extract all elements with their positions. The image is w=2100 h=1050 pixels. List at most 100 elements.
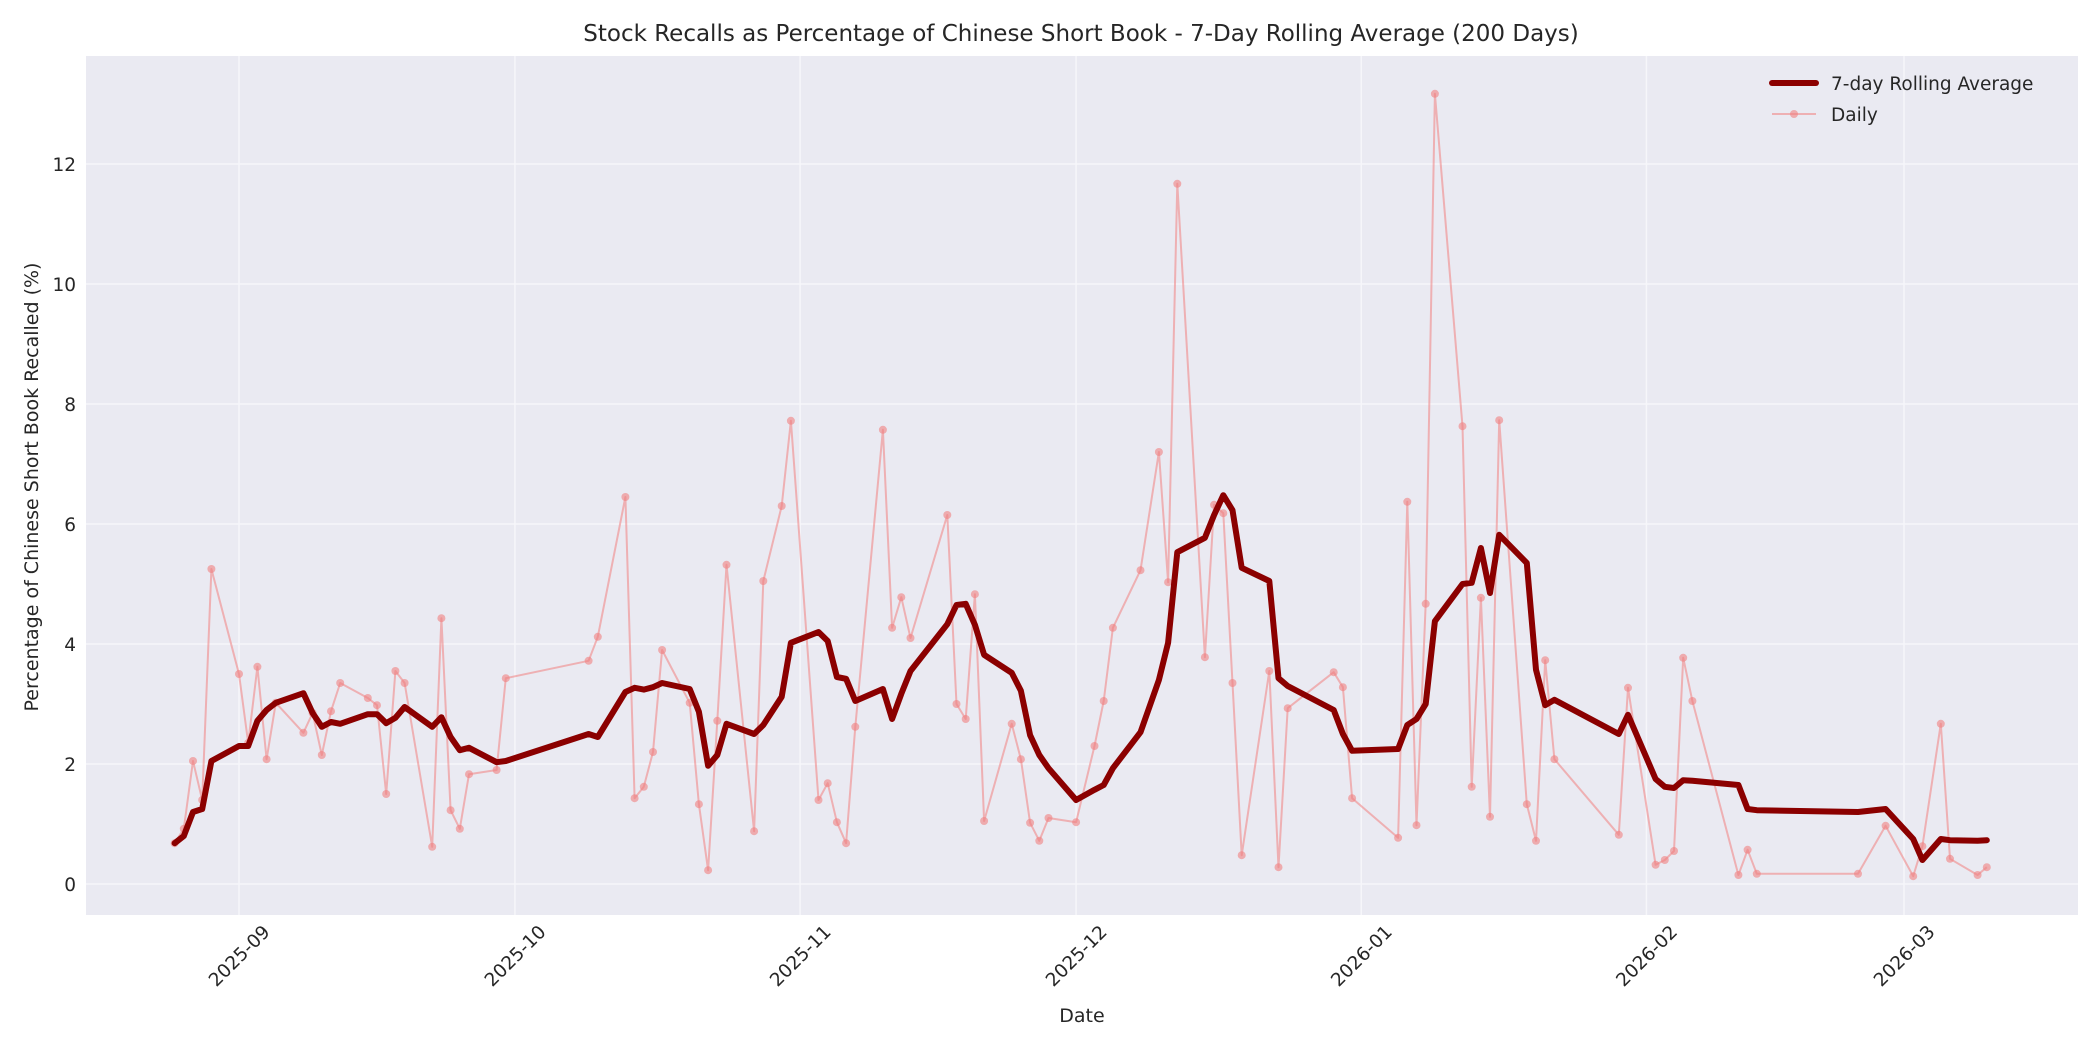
- daily-point: [1624, 683, 1632, 692]
- daily-point: [639, 782, 648, 791]
- x-tick-label: 2025-10: [481, 922, 551, 992]
- daily-point: [1670, 847, 1678, 855]
- daily-point: [189, 757, 197, 765]
- daily-point: [1283, 704, 1292, 713]
- daily-point: [1090, 742, 1099, 750]
- daily-point: [336, 679, 345, 687]
- x-axis-label: Date: [1059, 1005, 1104, 1027]
- daily-point: [1200, 653, 1209, 662]
- legend: 7-day Rolling Average Daily: [1769, 74, 2033, 126]
- daily-point: [1338, 683, 1347, 692]
- daily-point: [658, 646, 667, 654]
- daily-point: [253, 662, 262, 671]
- daily-point: [722, 560, 731, 569]
- y-tick-label: 2: [64, 755, 76, 776]
- daily-point: [446, 806, 455, 815]
- daily-point: [1679, 653, 1688, 662]
- daily-point: [1486, 812, 1494, 821]
- daily-point: [694, 800, 703, 809]
- daily-point: [1026, 818, 1035, 827]
- daily-point: [1946, 854, 1954, 863]
- daily-point: [1495, 416, 1504, 425]
- daily-point: [1421, 599, 1430, 608]
- daily-point: [1412, 821, 1421, 830]
- y-tick-label: 12: [52, 155, 76, 176]
- daily-point: [1743, 845, 1752, 854]
- chart-title: Stock Recalls as Percentage of Chinese S…: [583, 21, 1579, 47]
- daily-point: [1265, 667, 1274, 675]
- daily-point: [1430, 89, 1439, 98]
- daily-point: [207, 565, 216, 573]
- daily-point: [1688, 697, 1697, 705]
- plot-content: [170, 89, 1991, 881]
- daily-point: [1651, 860, 1660, 869]
- daily-point: [878, 425, 887, 434]
- daily-point: [373, 701, 381, 710]
- daily-point: [1550, 755, 1559, 764]
- gridlines: [86, 56, 2078, 915]
- daily-point: [1099, 697, 1108, 705]
- y-tick-label: 8: [64, 395, 76, 416]
- daily-point: [1881, 821, 1890, 830]
- daily-point: [943, 511, 952, 519]
- daily-point: [961, 715, 970, 723]
- daily-point: [428, 842, 437, 851]
- daily-point: [1909, 872, 1918, 881]
- rolling-average-line: [171, 492, 1990, 863]
- x-tick-label: 2025-11: [766, 922, 836, 992]
- daily-point: [713, 716, 722, 725]
- daily-point: [1973, 871, 1982, 879]
- daily-point: [952, 700, 961, 708]
- daily-point: [1154, 448, 1163, 456]
- daily-point: [1164, 578, 1173, 587]
- daily-point: [1936, 719, 1945, 728]
- x-axis-ticks: 2025-09 2025-10 2025-11 2025-12 2026-01 2026-…: [205, 922, 1940, 992]
- daily-point: [455, 824, 464, 833]
- daily-point: [235, 670, 243, 678]
- x-tick-label: 2026-02: [1612, 922, 1682, 992]
- daily-point: [1541, 656, 1550, 665]
- daily-point: [1035, 836, 1044, 845]
- daily-point: [980, 817, 989, 825]
- daily-point: [1532, 836, 1540, 845]
- daily-point: [1476, 593, 1485, 602]
- legend-daily-label: Daily: [1831, 105, 1878, 126]
- daily-point: [1854, 869, 1862, 878]
- daily-point: [630, 794, 639, 803]
- daily-point: [299, 728, 308, 737]
- daily-point: [1228, 679, 1237, 687]
- daily-point: [888, 623, 897, 632]
- legend-rolling-label: 7-day Rolling Average: [1831, 74, 2033, 95]
- plot-area: [86, 56, 2078, 915]
- daily-point: [1982, 863, 1991, 872]
- daily-point: [400, 679, 409, 687]
- x-tick-label: 2026-03: [1870, 922, 1940, 992]
- daily-point: [1403, 497, 1412, 506]
- daily-point: [759, 577, 768, 585]
- daily-point: [1394, 833, 1403, 842]
- daily-point: [1044, 814, 1053, 822]
- legend-daily-marker: [1790, 110, 1798, 118]
- y-tick-label: 6: [64, 515, 76, 536]
- daily-point: [492, 766, 501, 774]
- y-tick-label: 0: [64, 875, 76, 896]
- daily-point: [814, 796, 823, 804]
- daily-point: [437, 614, 446, 623]
- x-tick-label: 2025-12: [1042, 922, 1112, 992]
- daily-point: [1016, 755, 1025, 764]
- daily-point: [832, 818, 841, 827]
- daily-point: [842, 839, 851, 848]
- daily-point: [1108, 623, 1117, 632]
- daily-point: [1660, 856, 1669, 864]
- daily-point: [1614, 830, 1623, 839]
- y-tick-label: 4: [64, 635, 76, 656]
- daily-point: [777, 502, 786, 510]
- daily-point: [1136, 566, 1145, 575]
- daily-point: [1007, 719, 1016, 728]
- daily-point: [327, 707, 335, 716]
- daily-point: [1237, 851, 1246, 860]
- daily-point: [363, 694, 372, 702]
- daily-point: [621, 493, 630, 501]
- daily-point: [1752, 869, 1761, 878]
